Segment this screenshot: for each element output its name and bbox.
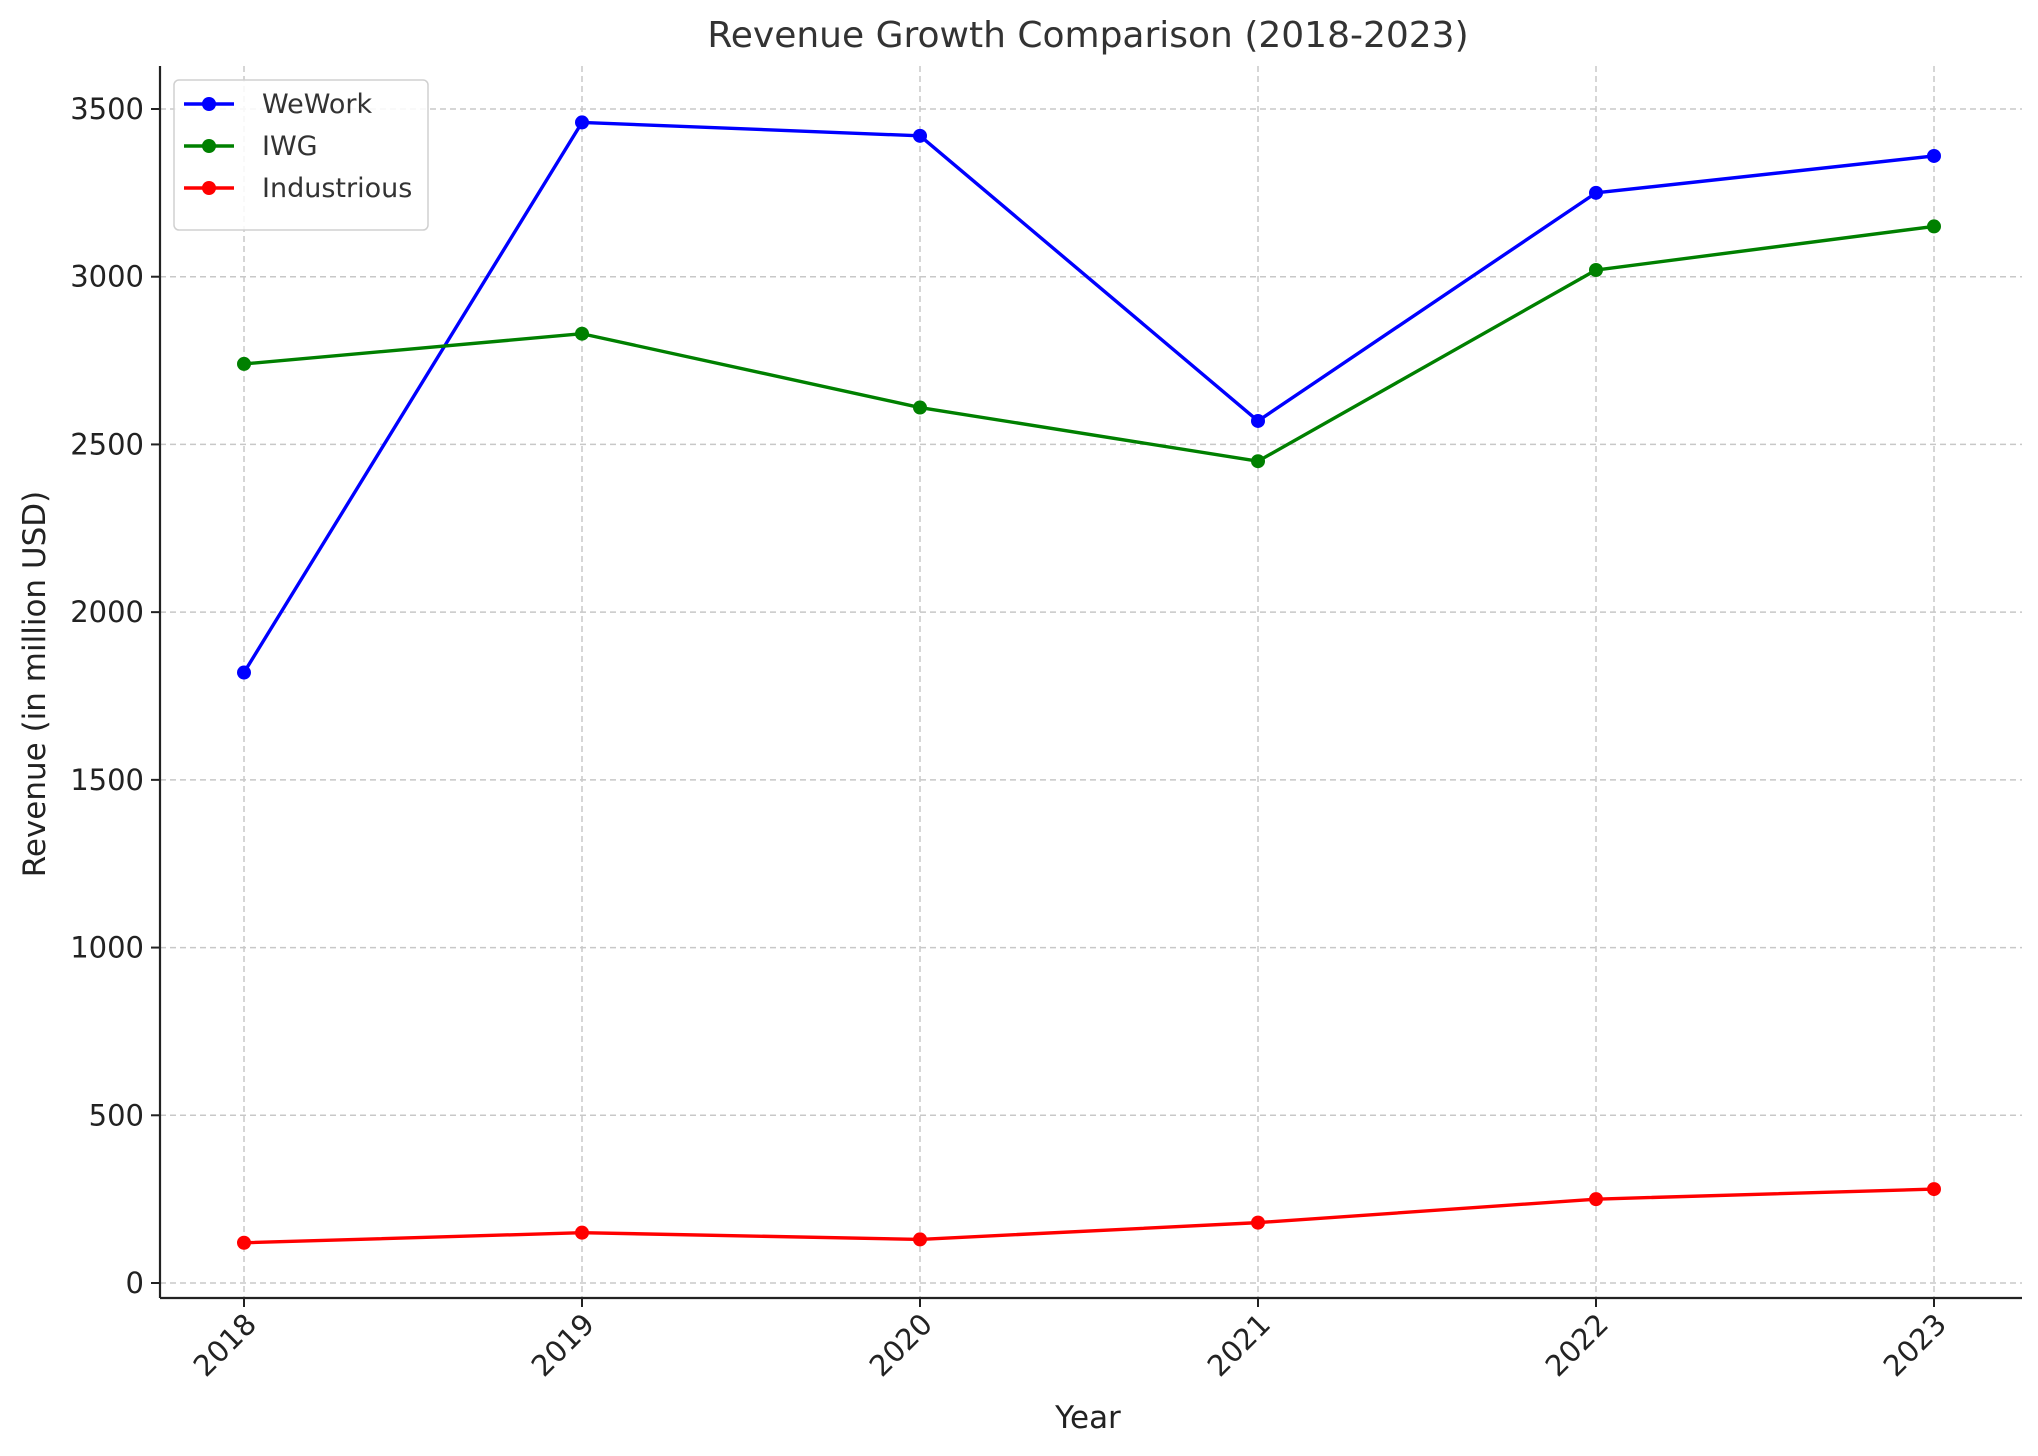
series-line-iwg	[242, 224, 1936, 463]
data-point-iwg	[1251, 454, 1265, 469]
data-point-industrious	[1251, 1215, 1265, 1230]
data-point-industrious	[913, 1232, 927, 1247]
x-axis-label: Year	[1054, 1400, 1121, 1436]
legend-label-wework: WeWork	[262, 89, 372, 120]
y-tick-label: 1000	[70, 931, 144, 965]
y-tick-label: 1500	[70, 763, 144, 797]
series-line-wework	[242, 120, 1936, 675]
data-point-wework	[1251, 413, 1265, 428]
data-point-wework	[913, 128, 927, 143]
y-tick-label: 500	[89, 1098, 144, 1132]
y-tick-label: 2000	[70, 595, 144, 629]
series-group	[237, 115, 1941, 1250]
data-point-industrious	[1927, 1182, 1941, 1197]
axes	[158, 66, 2022, 1300]
data-point-wework	[1927, 148, 1941, 163]
data-point-iwg	[575, 326, 589, 341]
data-point-iwg	[1589, 263, 1603, 278]
data-point-industrious	[575, 1225, 589, 1240]
legend-box	[173, 79, 429, 231]
data-point-iwg	[237, 356, 251, 371]
data-point-industrious	[1589, 1192, 1603, 1207]
legend-marker-iwg	[202, 139, 216, 153]
y-tick-label: 2500	[70, 427, 144, 461]
data-point-iwg	[913, 400, 927, 415]
data-point-wework	[237, 665, 251, 680]
y-axis-label: Revenue (in million USD)	[17, 491, 53, 878]
data-point-wework	[575, 115, 589, 130]
legend-marker-wework	[202, 97, 216, 111]
series-line-industrious	[242, 1187, 1936, 1245]
legend: WeWork IWG Industrious	[173, 79, 429, 231]
y-tick-label: 3000	[70, 260, 144, 294]
legend-marker-industrious	[202, 181, 216, 195]
data-point-wework	[1589, 185, 1603, 200]
chart-title: Revenue Growth Comparison (2018-2023)	[707, 15, 1468, 56]
legend-label-industrious: Industrious	[262, 173, 412, 204]
legend-label-iwg: IWG	[262, 131, 318, 162]
data-point-industrious	[237, 1235, 251, 1250]
y-tick-label: 3500	[70, 92, 144, 126]
y-axis-ticks: 0 500 1000 1500 2000 2500 3000 3500	[70, 92, 160, 1300]
data-point-iwg	[1927, 219, 1941, 234]
y-tick-label: 0	[126, 1266, 144, 1300]
